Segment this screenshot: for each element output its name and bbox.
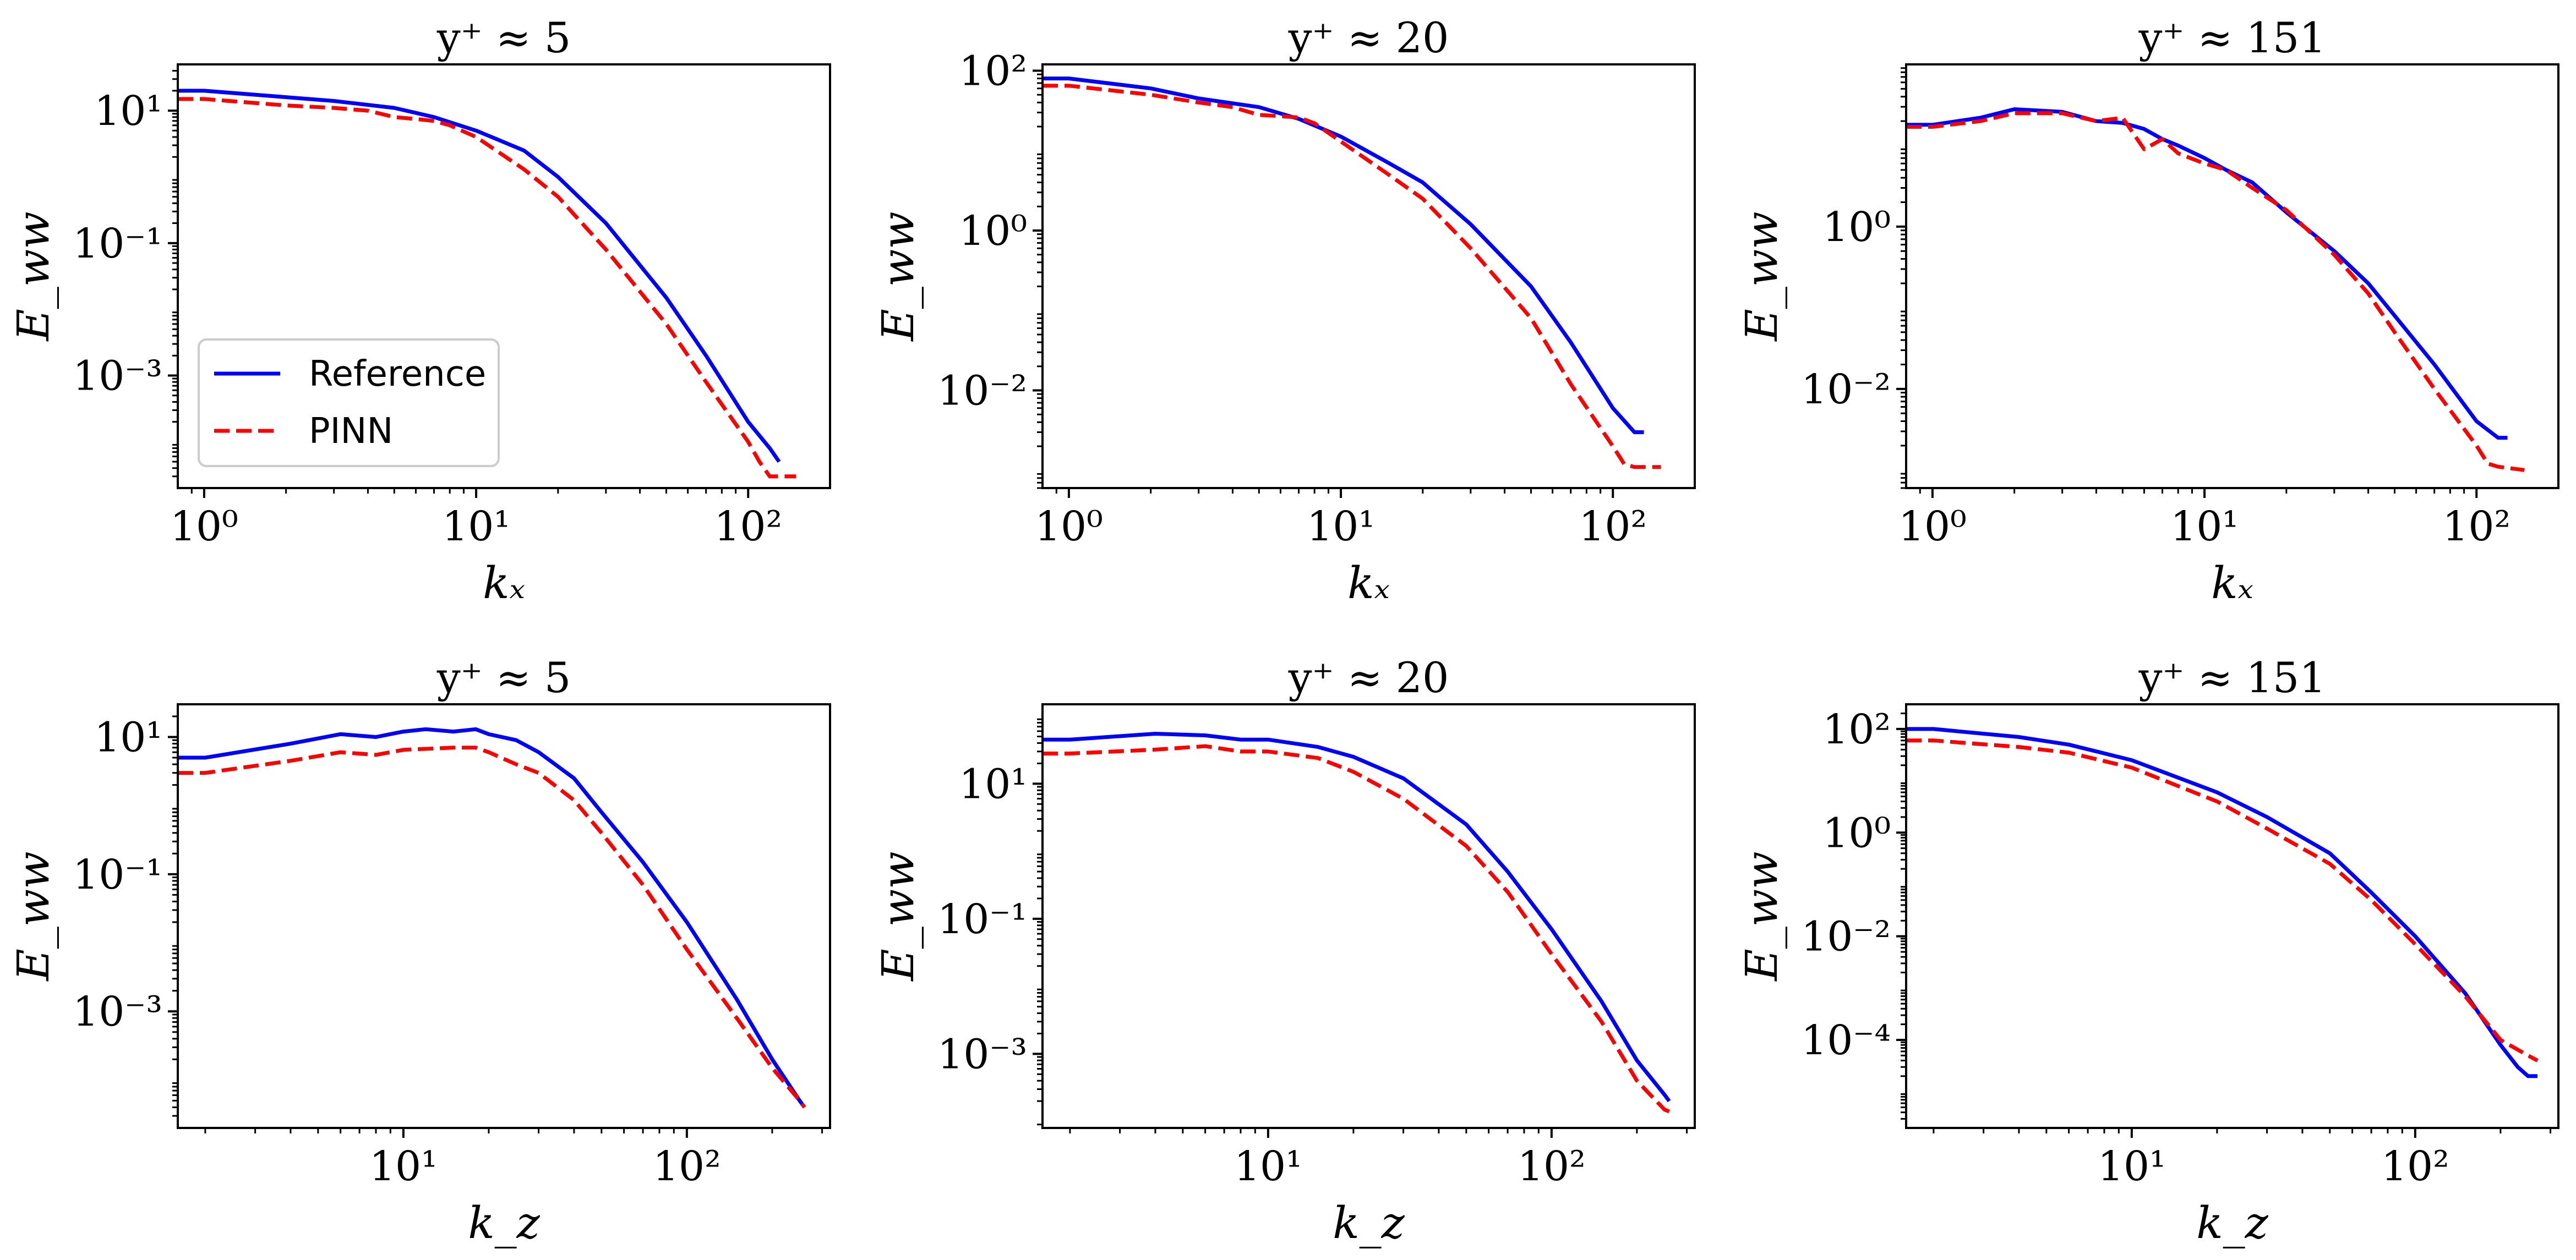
y-axis-label: E_ww (872, 211, 924, 342)
x-axis-label: kₓ (2211, 557, 2253, 609)
x-tick-label: 10¹ (2098, 1143, 2166, 1190)
y-axis-label: E_ww (8, 851, 59, 982)
y-tick-label: 10⁰ (959, 207, 1027, 255)
y-tick-label: 10⁻³ (73, 353, 162, 400)
y-tick-label: 10⁰ (1822, 809, 1891, 857)
x-tick-label: 10⁰ (1898, 503, 1967, 550)
pinn-series-line (1906, 741, 2537, 1061)
subplot-6: 10¹ 10² 10² 10⁰ 10⁻² 10⁻⁴ y⁺ ≈ 151 k_z E_ww (1736, 653, 2558, 1248)
pinn-series-line (1906, 113, 2524, 470)
x-axis-label: kₓ (1347, 557, 1390, 609)
reference-series-line (1906, 109, 2508, 438)
axes-frame (178, 704, 830, 1128)
y-tick-label: 10⁻² (1801, 366, 1891, 413)
y-tick-label: 10⁻¹ (937, 896, 1027, 943)
x-tick-label: 10² (714, 503, 782, 550)
legend-reference-label: Reference (309, 354, 486, 395)
y-tick-label: 10⁰ (1822, 204, 1891, 251)
subplot-title: y⁺ ≈ 151 (2138, 653, 2326, 702)
y-tick-label: 10¹ (94, 87, 162, 135)
y-axis-label: E_ww (1736, 851, 1787, 982)
subplot-3: 10⁰ 10¹ 10² 10⁰ 10⁻² y⁺ ≈ 151 kₓ E_ww (1736, 13, 2558, 609)
subplot-5: 10¹ 10² 10¹ 10⁻¹ 10⁻³ y⁺ ≈ 20 k_z E_ww (872, 653, 1695, 1248)
y-tick-label: 10⁻² (937, 368, 1027, 415)
subplot-title: y⁺ ≈ 151 (2138, 13, 2326, 62)
y-tick-label: 10⁻⁴ (1801, 1017, 1891, 1064)
x-tick-label: 10¹ (1307, 503, 1375, 550)
axes-frame (1043, 704, 1695, 1128)
reference-series-line (1043, 734, 1669, 1102)
x-tick-label: 10² (1518, 1143, 1586, 1190)
y-tick-label: 10² (1822, 706, 1891, 753)
pinn-series-line (178, 748, 805, 1108)
x-tick-label: 10² (2442, 503, 2510, 550)
y-tick-label: 10⁻³ (73, 988, 162, 1036)
subplot-title: y⁺ ≈ 5 (436, 13, 571, 62)
y-axis-label: E_ww (1736, 211, 1787, 342)
x-axis-label: k_z (2196, 1197, 2268, 1248)
subplot-title: y⁺ ≈ 20 (1288, 653, 1449, 702)
x-tick-label: 10² (653, 1143, 721, 1190)
x-tick-label: 10¹ (369, 1143, 438, 1190)
legend-pinn-label: PINN (309, 411, 393, 452)
y-tick-label: 10⁻¹ (73, 851, 162, 899)
x-tick-label: 10² (1579, 503, 1647, 550)
reference-series-line (178, 729, 805, 1107)
reference-series-line (1043, 79, 1644, 432)
x-tick-label: 10¹ (2170, 503, 2239, 550)
x-axis-label: k_z (468, 1197, 540, 1248)
x-axis-label: k_z (1333, 1197, 1405, 1248)
y-tick-label: 10⁻³ (937, 1031, 1027, 1078)
subplot-2: 10⁰ 10¹ 10² 10² 10⁰ 10⁻² y⁺ ≈ 20 kₓ E_ww (872, 13, 1695, 609)
x-tick-label: 10¹ (1234, 1143, 1302, 1190)
pinn-series-line (1043, 746, 1669, 1111)
y-tick-label: 10⁻² (1801, 913, 1891, 961)
y-tick-label: 10² (959, 48, 1027, 95)
subplot-4: 10¹ 10² 10¹ 10⁻¹ 10⁻³ y⁺ ≈ 5 k_z E_ww (8, 653, 830, 1248)
subplot-1: 10⁰ 10¹ 10² 10¹ 10⁻¹ 10⁻³ y⁺ ≈ 5 kₓ E_ww Referenc… (8, 13, 830, 609)
y-tick-label: 10¹ (959, 760, 1027, 808)
y-tick-label: 10¹ (94, 714, 162, 761)
subplot-title: y⁺ ≈ 20 (1288, 13, 1449, 62)
reference-series-line (1906, 729, 2537, 1076)
y-axis-label: E_ww (8, 211, 59, 342)
x-tick-label: 10¹ (442, 503, 510, 550)
legend: Reference PINN (199, 339, 499, 466)
x-tick-label: 10⁰ (1035, 503, 1103, 550)
x-tick-label: 10⁰ (170, 503, 238, 550)
axes-frame (1906, 64, 2558, 488)
axes-frame (1906, 704, 2558, 1128)
x-tick-label: 10² (2381, 1143, 2449, 1190)
y-tick-label: 10⁻¹ (73, 220, 162, 267)
subplot-title: y⁺ ≈ 5 (436, 653, 571, 702)
x-axis-label: kₓ (483, 557, 525, 609)
y-axis-label: E_ww (872, 851, 924, 982)
